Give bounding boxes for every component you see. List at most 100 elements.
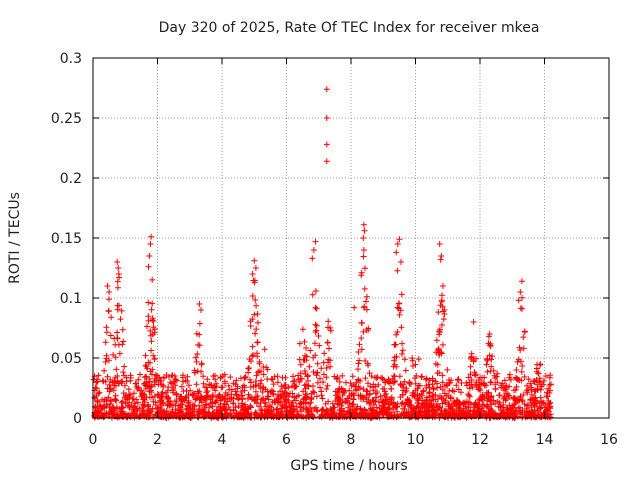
data-point [112, 341, 119, 348]
y-tick-label: 0.05 [51, 351, 82, 367]
data-point [519, 305, 526, 312]
data-point [536, 375, 543, 382]
data-point [484, 356, 491, 363]
data-point [511, 387, 517, 394]
data-point [196, 388, 203, 395]
data-point [149, 366, 156, 373]
data-point [481, 394, 488, 400]
data-point [182, 394, 189, 401]
data-point [305, 407, 312, 414]
data-point [475, 383, 482, 390]
data-point [313, 305, 320, 312]
data-point [359, 320, 365, 327]
data-point [327, 363, 334, 370]
data-point [519, 407, 526, 414]
data-point [258, 377, 265, 384]
data-point [408, 404, 414, 411]
data-point [511, 411, 518, 418]
x-tick-label: 4 [218, 432, 227, 448]
data-point [193, 381, 200, 388]
data-point [494, 398, 501, 405]
data-point [95, 390, 102, 397]
data-point [113, 366, 120, 373]
data-point [202, 384, 209, 391]
data-point [537, 405, 544, 412]
data-point [487, 343, 494, 349]
data-point [466, 392, 473, 399]
data-point [95, 372, 102, 379]
data-point [157, 395, 164, 402]
data-point [253, 372, 260, 379]
data-point [484, 397, 491, 404]
data-point [532, 399, 539, 406]
data-point [292, 397, 299, 404]
data-point [149, 300, 156, 307]
data-point [470, 408, 477, 415]
data-point [146, 409, 153, 416]
data-point [118, 399, 125, 406]
data-point [246, 356, 253, 363]
data-point [467, 356, 474, 362]
data-point [309, 291, 316, 298]
data-point [312, 321, 319, 328]
data-point [322, 410, 329, 417]
data-point [297, 400, 304, 406]
data-point [320, 379, 326, 386]
data-point [487, 379, 494, 386]
data-point [521, 329, 528, 335]
data-point [379, 386, 386, 392]
data-point [516, 344, 523, 351]
data-point [247, 323, 254, 329]
data-point [420, 388, 427, 395]
data-point [513, 367, 520, 373]
data-point [394, 267, 401, 274]
data-point [324, 382, 331, 389]
data-point [353, 387, 360, 394]
data-point [269, 376, 276, 383]
data-point [141, 380, 148, 387]
data-point [503, 414, 510, 421]
data-point [501, 409, 508, 416]
data-point [295, 392, 302, 399]
data-point [358, 269, 365, 276]
data-point [492, 385, 499, 392]
data-point [391, 378, 398, 384]
data-point [169, 387, 176, 394]
data-point [439, 400, 446, 407]
data-point [409, 355, 416, 362]
data-point [401, 378, 408, 385]
data-point [137, 371, 143, 378]
data-point [542, 402, 548, 409]
data-point [390, 399, 397, 406]
data-point [310, 369, 317, 375]
data-point [528, 386, 534, 393]
data-point [255, 319, 261, 326]
data-point [178, 383, 185, 390]
y-axis-label: ROTI / TECUs [7, 192, 23, 284]
x-tick-label: 2 [153, 432, 162, 448]
data-point [323, 386, 330, 392]
data-point [520, 345, 527, 352]
data-point [119, 326, 126, 333]
data-point [346, 399, 353, 406]
data-point [341, 413, 348, 420]
data-point [487, 368, 494, 374]
data-point [528, 409, 535, 416]
data-point [288, 402, 295, 409]
data-point [439, 386, 446, 393]
data-point [315, 333, 322, 339]
data-point [441, 307, 448, 313]
data-point [538, 398, 545, 405]
data-point [257, 407, 264, 414]
data-point [517, 289, 524, 295]
data-point [178, 393, 185, 400]
data-point [200, 373, 207, 380]
data-point [107, 385, 114, 391]
data-point [360, 386, 367, 393]
data-point [252, 388, 259, 395]
data-point [383, 406, 390, 413]
data-point [114, 259, 121, 265]
data-point [246, 365, 253, 371]
data-point [456, 399, 463, 406]
data-point [103, 403, 110, 410]
